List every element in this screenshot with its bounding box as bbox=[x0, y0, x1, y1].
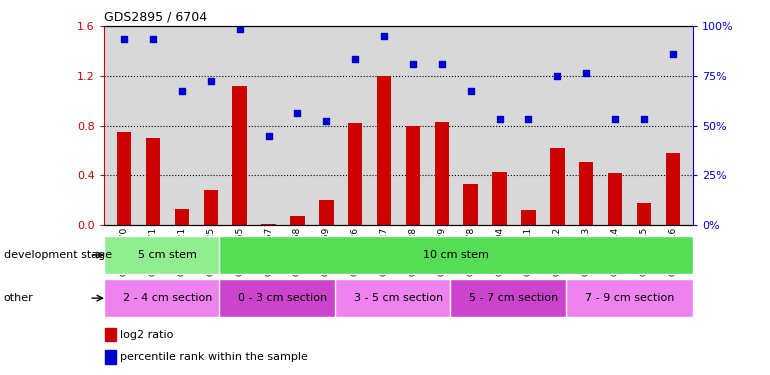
Point bbox=[349, 56, 361, 62]
Bar bbox=[146, 138, 160, 225]
Bar bbox=[319, 200, 333, 225]
Point bbox=[147, 36, 159, 42]
Bar bbox=[579, 162, 594, 225]
Bar bbox=[105, 350, 116, 364]
Text: 2 - 4 cm section: 2 - 4 cm section bbox=[122, 293, 213, 303]
Bar bbox=[219, 236, 693, 274]
Point bbox=[407, 60, 419, 66]
Point bbox=[436, 60, 448, 66]
Bar bbox=[637, 202, 651, 225]
Point bbox=[118, 36, 130, 42]
Text: 5 - 7 cm section: 5 - 7 cm section bbox=[470, 293, 558, 303]
Bar bbox=[665, 153, 680, 225]
Bar bbox=[117, 132, 132, 225]
Text: 7 - 9 cm section: 7 - 9 cm section bbox=[584, 293, 675, 303]
Text: percentile rank within the sample: percentile rank within the sample bbox=[120, 352, 308, 362]
Text: 0 - 3 cm section: 0 - 3 cm section bbox=[239, 293, 327, 303]
Bar bbox=[261, 224, 276, 225]
Bar bbox=[105, 328, 116, 341]
Text: 10 cm stem: 10 cm stem bbox=[424, 250, 489, 260]
Bar bbox=[492, 172, 507, 225]
Bar bbox=[608, 173, 622, 225]
Bar bbox=[203, 190, 218, 225]
Point bbox=[667, 51, 679, 57]
Point bbox=[494, 116, 506, 122]
Bar bbox=[550, 148, 564, 225]
Bar bbox=[348, 123, 363, 225]
Text: 3 - 5 cm section: 3 - 5 cm section bbox=[354, 293, 443, 303]
Bar bbox=[335, 279, 462, 317]
Point bbox=[291, 110, 303, 116]
Point bbox=[464, 88, 477, 94]
Text: development stage: development stage bbox=[4, 250, 112, 260]
Bar bbox=[464, 184, 478, 225]
Bar bbox=[450, 279, 578, 317]
Text: GDS2895 / 6704: GDS2895 / 6704 bbox=[104, 11, 207, 24]
Point bbox=[522, 116, 534, 122]
Bar bbox=[104, 236, 231, 274]
Text: log2 ratio: log2 ratio bbox=[120, 330, 174, 340]
Point bbox=[580, 70, 592, 76]
Bar bbox=[290, 216, 305, 225]
Point bbox=[609, 116, 621, 122]
Text: other: other bbox=[4, 293, 34, 303]
Bar bbox=[175, 209, 189, 225]
Bar bbox=[566, 279, 693, 317]
Bar bbox=[521, 210, 536, 225]
Bar bbox=[233, 86, 247, 225]
Point bbox=[176, 88, 188, 94]
Point bbox=[638, 116, 650, 122]
Point bbox=[233, 26, 246, 32]
Bar bbox=[406, 126, 420, 225]
Bar bbox=[104, 279, 231, 317]
Point bbox=[320, 118, 333, 124]
Point bbox=[378, 33, 390, 39]
Bar bbox=[377, 76, 391, 225]
Point bbox=[263, 133, 275, 139]
Point bbox=[205, 78, 217, 84]
Text: 5 cm stem: 5 cm stem bbox=[138, 250, 197, 260]
Bar bbox=[434, 122, 449, 225]
Point bbox=[551, 73, 564, 79]
Bar bbox=[219, 279, 346, 317]
